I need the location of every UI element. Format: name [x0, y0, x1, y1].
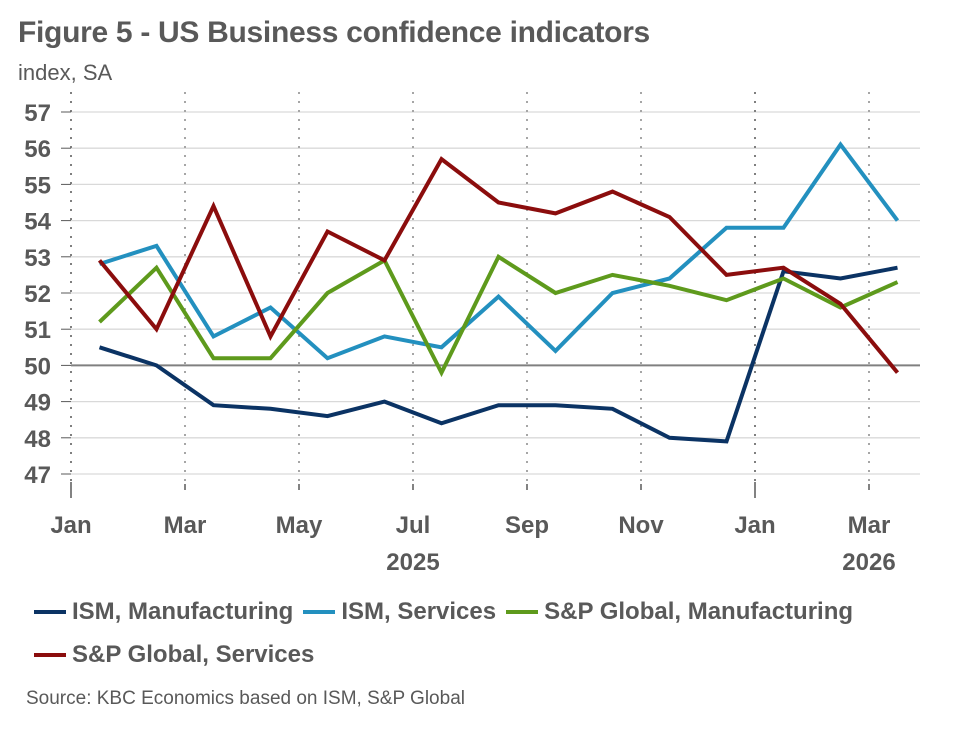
- y-tick-label: 54: [24, 209, 51, 236]
- legend-item: ISM, Services: [303, 593, 496, 631]
- y-tick-label: 49: [24, 390, 51, 417]
- legend-label: ISM, Manufacturing: [72, 598, 294, 625]
- legend-swatch: [34, 610, 66, 614]
- legend-swatch: [303, 610, 336, 614]
- x-tick-label: Jul: [396, 512, 431, 539]
- series-lines: [97, 141, 900, 444]
- x-tick-label: Mar: [848, 512, 891, 539]
- x-tick-label: Mar: [164, 512, 207, 539]
- x-tick-label: Nov: [618, 512, 664, 539]
- line-chart: 47 48 49 50 51 52 53 54 55 56 57 Jan Mar May Jul Sep No…: [24, 92, 920, 576]
- series-line-ism-services: [98, 141, 900, 361]
- y-tick-label: 57: [24, 100, 51, 127]
- x-tick-label: Sep: [505, 512, 549, 539]
- year-label: 2026: [842, 549, 895, 576]
- grid-lines: [71, 111, 920, 475]
- legend-swatch: [506, 610, 539, 614]
- chart-title: Figure 5 - US Business confidence indica…: [18, 16, 650, 49]
- y-tick-label: 47: [24, 462, 51, 489]
- y-tick-label: 50: [24, 353, 51, 380]
- series-line-ism-manufacturing: [98, 265, 898, 444]
- y-tick-labels: 47 48 49 50 51 52 53 54 55 56 57: [24, 100, 51, 489]
- y-tick-label: 52: [24, 281, 51, 308]
- legend-label: S&P Global, Manufacturing: [544, 598, 854, 625]
- legend-item: ISM, Manufacturing: [34, 593, 293, 631]
- legend-item: S&P Global, Services: [34, 636, 314, 674]
- x-tick-label: May: [276, 512, 323, 539]
- legend-label: S&P Global, Services: [72, 641, 315, 668]
- x-tick-label: Jan: [50, 512, 91, 539]
- legend: ISM, Manufacturing ISM, Services S&P Globa…: [34, 588, 944, 674]
- legend-swatch: [34, 653, 66, 657]
- series-line-s-p-global-services: [97, 156, 900, 374]
- source-note: Source: KBC Economics based on ISM, S&P …: [26, 688, 465, 709]
- chart-subtitle: index, SA: [18, 60, 113, 85]
- legend-item: S&P Global, Manufacturing: [506, 593, 853, 631]
- vertical-gridlines: [70, 92, 870, 482]
- y-tick-label: 51: [24, 317, 51, 344]
- legend-label: ISM, Services: [341, 598, 497, 625]
- y-tick-label: 56: [24, 136, 51, 163]
- axes: [61, 111, 870, 498]
- x-tick-label: Jan: [734, 512, 775, 539]
- year-label: 2025: [386, 549, 439, 576]
- x-tick-labels: Jan Mar May Jul Sep Nov Jan Mar 2025 2026: [50, 512, 895, 576]
- series-line-s-p-global-manufacturing: [98, 253, 899, 378]
- y-tick-label: 48: [24, 426, 51, 453]
- y-tick-label: 55: [24, 172, 51, 199]
- y-tick-label: 53: [24, 245, 51, 272]
